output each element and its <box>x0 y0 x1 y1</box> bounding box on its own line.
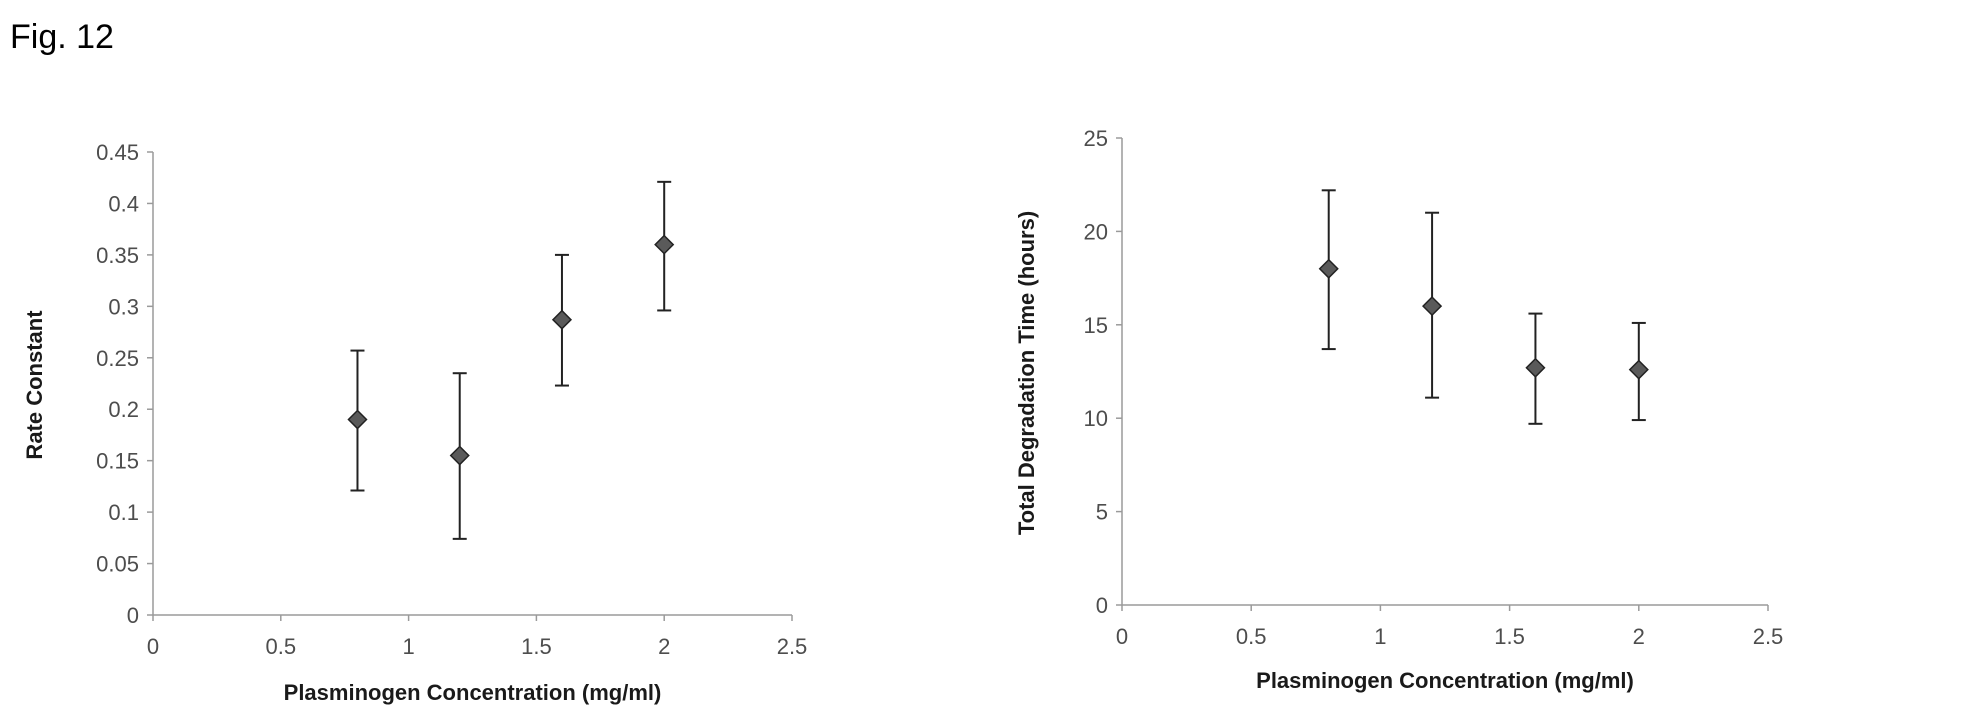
y-tick-label: 10 <box>1084 406 1108 431</box>
y-tick-label: 0.3 <box>108 294 139 319</box>
y-tick-label: 0.25 <box>96 346 139 371</box>
x-axis-title: Plasminogen Concentration (mg/ml) <box>1256 668 1634 693</box>
y-tick-label: 0 <box>1096 593 1108 618</box>
y-axis-title: Total Degradation Time (hours) <box>1014 211 1039 535</box>
rate-constant-chart: 0 0.5 1 1.5 2 2.5 0 0.05 0.1 0.15 0.2 0.25 0.3 0.35 0.… <box>22 140 807 705</box>
data-point-diamond <box>1525 357 1546 378</box>
y-tick-label: 20 <box>1084 219 1108 244</box>
x-tick-label: 0.5 <box>266 634 297 659</box>
y-tick-label: 0 <box>127 603 139 628</box>
degradation-time-chart: 0 0.5 1 1.5 2 2.5 0 5 10 15 20 25 Plasminogen Concen… <box>1014 126 1783 693</box>
figure-label: Fig. 12 <box>10 18 114 56</box>
x-tick-label: 1 <box>1374 624 1386 649</box>
x-tick-label: 0 <box>147 634 159 659</box>
x-tick-label: 2 <box>658 634 670 659</box>
y-tick-label: 0.15 <box>96 449 139 474</box>
x-tick-label: 0 <box>1116 624 1128 649</box>
y-tick-label: 25 <box>1084 126 1108 151</box>
x-tick-label: 2 <box>1633 624 1645 649</box>
y-tick-label: 0.45 <box>96 140 139 165</box>
y-tick-label: 0.1 <box>108 500 139 525</box>
data-point-diamond <box>1422 296 1443 317</box>
data-point-diamond <box>347 409 368 430</box>
x-tick-label: 1.5 <box>1494 624 1525 649</box>
y-tick-label: 0.4 <box>108 191 139 216</box>
y-tick-label: 0.35 <box>96 243 139 268</box>
data-point-diamond <box>1628 359 1649 380</box>
x-tick-label: 1 <box>402 634 414 659</box>
x-tick-label: 1.5 <box>521 634 552 659</box>
data-point-diamond <box>551 309 573 330</box>
y-tick-label: 0.05 <box>96 552 139 577</box>
x-tick-label: 2.5 <box>777 634 808 659</box>
data-point-diamond <box>654 234 675 255</box>
y-axis-title: Rate Constant <box>22 310 47 460</box>
data-point-diamond <box>449 445 470 466</box>
data-point-diamond <box>1318 258 1339 279</box>
y-tick-label: 15 <box>1084 313 1108 338</box>
x-tick-label: 0.5 <box>1236 624 1267 649</box>
y-tick-label: 5 <box>1096 500 1108 525</box>
y-tick-label: 0.2 <box>108 397 139 422</box>
x-tick-label: 2.5 <box>1753 624 1784 649</box>
x-axis-title: Plasminogen Concentration (mg/ml) <box>284 680 662 705</box>
